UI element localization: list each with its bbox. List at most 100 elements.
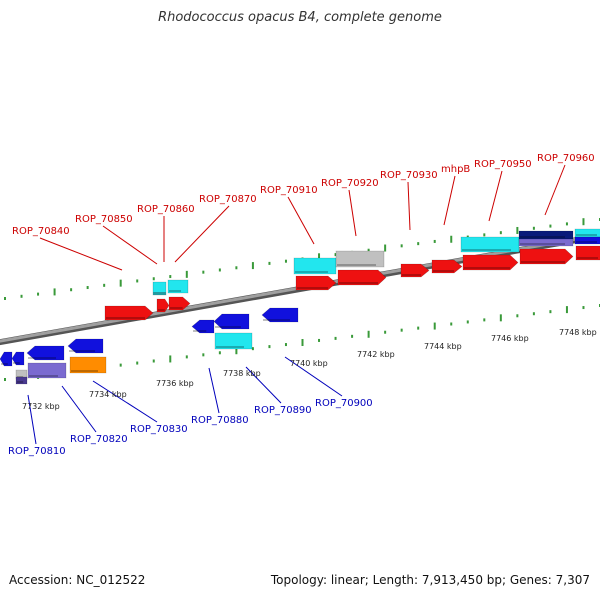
track-dot (235, 266, 238, 270)
gene-arrow-rop-70930 (400, 263, 430, 278)
tick-label-7746: 7746 kbp (491, 334, 529, 343)
track-dot (334, 336, 337, 340)
scale-tick-labels: 7732 kbp 7734 kbp 7736 kbp 7738 kbp 7740… (22, 328, 597, 411)
feature-box-grey-shade (337, 264, 376, 266)
reverse-gene-labels: ROP_70810 ROP_70820 ROP_70830 ROP_70880 … (8, 398, 373, 457)
gene-arrow-rop-70820 (26, 345, 65, 361)
tick-label-7732: 7732 kbp (22, 402, 60, 411)
leader-line (443, 175, 456, 226)
track-dot (4, 378, 6, 381)
feature-box-navy-shade (520, 236, 565, 238)
gene-label-rop-70840[interactable]: ROP_70840 (12, 226, 70, 237)
tick-label-7744: 7744 kbp (424, 342, 462, 351)
track-dot (351, 334, 354, 338)
track-major-tick (119, 279, 122, 287)
track-major-tick (53, 288, 56, 296)
feature-box-dark (15, 376, 28, 385)
track-dot (400, 328, 403, 332)
gene-label-rop-70910[interactable]: ROP_70910 (260, 185, 318, 196)
feature-box-blue-shade (576, 241, 597, 243)
track-major-tick (185, 270, 188, 278)
gene-label-rop-70830[interactable]: ROP_70830 (130, 424, 188, 435)
gene-label-rop-70960[interactable]: ROP_70960 (537, 153, 595, 164)
gene-label-mhpb[interactable]: mhpB (441, 164, 470, 175)
gene-label-rop-70920[interactable]: ROP_70920 (321, 178, 379, 189)
track-major-tick (450, 235, 453, 243)
track-dot (86, 286, 89, 290)
genome-summary-text: Topology: linear; Length: 7,913,450 bp; … (270, 573, 590, 587)
track-dot (218, 268, 221, 272)
gene-arrow-rop-70900 (261, 307, 299, 323)
tick-label-7742: 7742 kbp (357, 350, 395, 359)
gene-arrow-rop-70810 (11, 351, 25, 366)
track-dot (516, 314, 519, 318)
track-dot (466, 320, 469, 324)
leader-line (407, 181, 411, 231)
track-major-tick (384, 244, 387, 252)
upper-dotted-track (4, 218, 600, 300)
feature-box-orange-shade (71, 370, 98, 372)
leader-line (544, 164, 566, 216)
gene-arrow-rop-70930-shade (402, 274, 421, 276)
gene-label-rop-70930[interactable]: ROP_70930 (380, 170, 438, 181)
gene-label-rop-70810[interactable]: ROP_70810 (8, 446, 66, 457)
track-dot (185, 355, 188, 359)
feature-box-cyan (167, 279, 189, 294)
track-dot (417, 242, 420, 246)
track-dot (334, 253, 337, 257)
track-dot (103, 283, 106, 287)
leader-line (102, 225, 158, 265)
gene-arrow-rop-70860-shade (170, 307, 183, 309)
gene-label-rop-70860[interactable]: ROP_70860 (137, 204, 195, 215)
feature-box-orange (69, 356, 107, 374)
track-dot (565, 222, 568, 226)
gene-label-rop-70900[interactable]: ROP_70900 (315, 398, 373, 409)
gene-label-rop-70880[interactable]: ROP_70880 (191, 415, 249, 426)
track-dot (37, 292, 40, 296)
feature-box-blue (574, 236, 600, 245)
leader-line (208, 367, 220, 414)
gene-arrow-rop-70850 (156, 298, 170, 313)
gene-arrow-mhpb (431, 259, 463, 274)
feature-box-purple (518, 238, 574, 247)
track-dot (549, 310, 552, 314)
feature-box-cyan (460, 236, 520, 253)
track-major-tick (582, 218, 585, 226)
gene-arrow-rop-70800 (0, 351, 13, 367)
gene-arrow-next-shade (577, 257, 598, 259)
feature-box-cyan (293, 257, 337, 275)
gene-arrow-rop-70920 (337, 269, 387, 286)
track-dot (284, 259, 287, 263)
gene-label-rop-70820[interactable]: ROP_70820 (70, 434, 128, 445)
gene-label-rop-70870[interactable]: ROP_70870 (199, 194, 257, 205)
feature-box-purple (27, 362, 67, 379)
track-dot (532, 226, 535, 230)
feature-box-grey (335, 250, 385, 268)
leader-line (61, 385, 97, 433)
feature-box-cyan-shade (169, 290, 181, 292)
track-major-tick (169, 355, 172, 363)
track-dot (119, 363, 122, 367)
track-dot (400, 244, 403, 248)
track-dot (284, 343, 287, 347)
feature-box-dark-shade (17, 381, 24, 383)
leader-line (284, 356, 343, 397)
gene-label-rop-70850[interactable]: ROP_70850 (75, 214, 133, 225)
gene-arrow-rop-70840-shade (106, 317, 145, 319)
gene-arrow-rop-70860 (168, 296, 191, 311)
tick-label-7740: 7740 kbp (290, 359, 328, 368)
label-leader-lines (27, 164, 566, 445)
tick-label-7748: 7748 kbp (559, 328, 597, 337)
tick-label-7734: 7734 kbp (89, 390, 127, 399)
track-dot (202, 270, 205, 274)
gene-arrow-rop-70830-shade (69, 350, 95, 352)
track-dot (169, 275, 172, 279)
gene-label-rop-70890[interactable]: ROP_70890 (254, 405, 312, 416)
genome-title: Rhodococcus opacus B4, complete genome (158, 10, 442, 25)
track-dot (152, 359, 155, 363)
gene-label-rop-70950[interactable]: ROP_70950 (474, 159, 532, 170)
track-major-tick (516, 226, 519, 234)
gene-arrow-rop-70910 (295, 275, 337, 291)
gene-arrow-rop-70890 (213, 313, 250, 330)
